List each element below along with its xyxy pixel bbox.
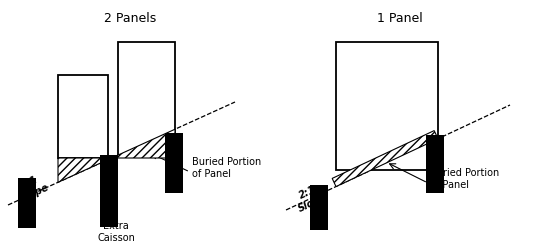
Polygon shape	[58, 129, 175, 182]
Text: 2:1
Slope: 2:1 Slope	[292, 182, 328, 214]
Text: 2 Panels: 2 Panels	[104, 12, 156, 25]
Text: Buried Portion
of Panel: Buried Portion of Panel	[430, 168, 499, 190]
Bar	[100, 155, 118, 227]
Bar	[310, 185, 328, 230]
Text: 1 Panel: 1 Panel	[377, 12, 423, 25]
Bar	[18, 178, 36, 228]
Text: Extra
Caisson: Extra Caisson	[97, 221, 135, 242]
Bar	[165, 133, 183, 193]
Bar	[118, 42, 175, 155]
Bar	[336, 42, 438, 170]
Text: Buried Portion
of Panel: Buried Portion of Panel	[192, 157, 261, 179]
Bar	[426, 135, 444, 193]
Bar	[58, 75, 108, 158]
Polygon shape	[332, 131, 438, 187]
Text: 2:1
Slope: 2:1 Slope	[13, 172, 50, 204]
